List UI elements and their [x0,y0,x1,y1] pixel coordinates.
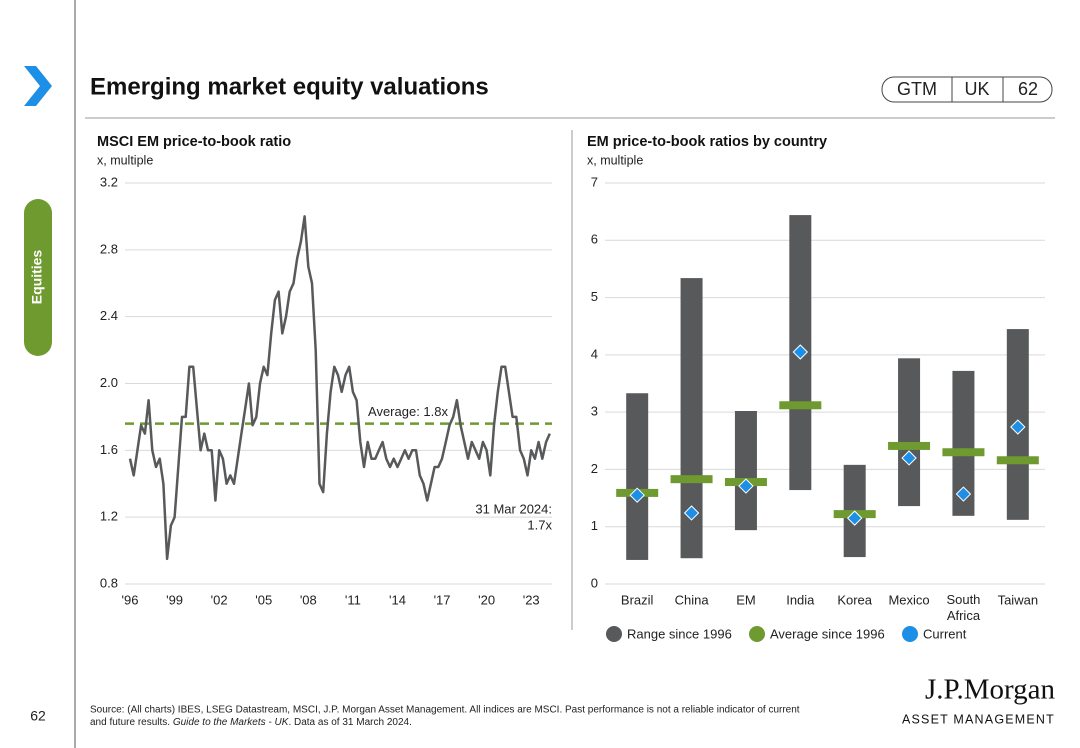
page-number: 62 [30,708,46,724]
badge [881,76,1053,103]
source-text: Source: (All charts) IBES, LSEG Datastre… [90,705,800,716]
x-tick-label: '14 [389,592,406,607]
average-marker [996,456,1039,465]
x-tick-label: China [675,592,710,607]
y-tick-label: 1 [591,518,598,533]
x-tick-label: '02 [211,592,228,607]
y-tick-label: 3.2 [100,174,118,189]
x-tick-label: '20 [478,592,495,607]
x-tick-label: '96 [122,592,139,607]
x-tick-label: '23 [523,592,540,607]
x-tick-label: '17 [434,592,451,607]
y-tick-label: 2.0 [100,375,118,390]
average-marker [779,401,822,410]
current-marker [846,510,863,526]
y-tick-label: 7 [591,174,598,189]
section-tab [24,199,52,356]
x-tick-label: Korea [837,592,872,607]
current-marker [1010,419,1026,435]
current-marker [683,505,700,521]
y-tick-label: 6 [591,232,598,247]
chevron-icon [24,66,52,106]
x-tick-label: South Africa [946,592,980,623]
x-tick-label: Brazil [621,592,654,607]
current-marker [792,344,809,360]
current-marker [629,487,645,503]
logo-tagline: ASSET MANAGEMENT [902,712,1055,726]
current-marker [901,450,917,466]
legend-label: Range since 1996 [627,626,732,641]
range-bar [626,393,649,560]
average-label: Average: 1.8x [368,404,448,419]
badge-text: 62 [1018,79,1038,99]
range-bar [734,410,757,531]
chart-subtitle: x, multiple [97,153,153,167]
slide-title: Emerging market equity valuations [90,73,489,100]
x-tick-label-line: South [946,592,980,607]
current-marker [738,478,754,494]
source-part: Guide to the Markets - UK [173,717,290,728]
y-tick-label: 1.2 [100,509,118,524]
section-label: Equities [29,250,45,305]
x-tick-label: Taiwan [998,592,1038,607]
legend-marker [902,626,918,642]
chart-title: MSCI EM price-to-book ratio [97,134,291,150]
range-bar [680,278,703,559]
legend-marker [606,626,622,642]
badge-text: UK [964,79,989,99]
badge-text: GTM [897,79,937,99]
y-tick-label: 5 [591,289,598,304]
annotation: 31 Mar 2024: [475,501,552,516]
x-tick-label: '08 [300,592,317,607]
y-tick-label: 3 [591,404,598,419]
y-tick-label: 1.6 [100,442,118,457]
price-to-book-line [128,215,551,561]
y-tick-label: 4 [591,346,598,361]
legend-label: Current [923,626,967,641]
legend-label: Average since 1996 [770,626,885,641]
x-tick-label: India [786,592,815,607]
average-marker [942,448,985,457]
current-marker [955,486,972,502]
source-part: and future results. [90,717,173,728]
logo: J.P.Morgan [925,674,1055,706]
legend-marker [749,626,765,642]
x-tick-label: '99 [166,592,183,607]
source-text: and future results. Guide to the Markets… [90,717,412,728]
annotation: 1.7x [527,517,552,532]
source-part: . Data as of 31 March 2024. [288,717,411,728]
x-tick-label: Mexico [888,592,929,607]
x-tick-label: EM [736,592,756,607]
range-bar [898,358,921,507]
y-tick-label: 2.4 [100,308,118,323]
x-tick-label: '11 [345,592,361,607]
y-tick-label: 0.8 [100,575,118,590]
chart-subtitle: x, multiple [587,153,643,167]
average-marker [670,475,713,484]
x-tick-label-line: Africa [947,608,981,623]
average-marker [888,441,931,450]
chart-title: EM price-to-book ratios by country [587,134,827,150]
y-tick-label: 0 [591,575,598,590]
y-tick-label: 2.8 [100,241,118,256]
range-bar [952,370,975,516]
y-tick-label: 2 [591,461,598,476]
x-tick-label: '05 [255,592,272,607]
